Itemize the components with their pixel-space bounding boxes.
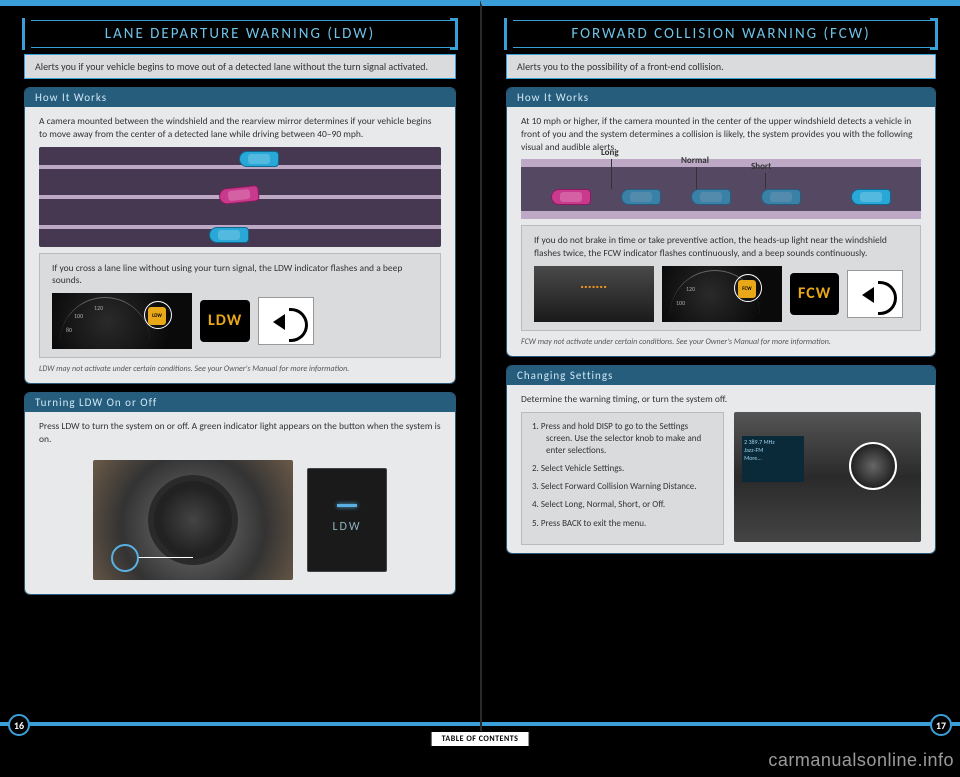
- hud-image: ▪▪▪▪▪▪▪: [534, 266, 654, 322]
- page-right: FORWARD COLLISION WARNING (FCW) Alerts y…: [480, 0, 960, 740]
- radio-screen: 2 389.7 MHz Jazz-FM More...: [742, 436, 804, 482]
- car-icon: [551, 189, 591, 205]
- page-number: 16: [8, 714, 30, 736]
- car-icon: [761, 189, 801, 205]
- ldw-button-label: LDW: [332, 519, 361, 535]
- dashboard-image: 100 120 FCW: [662, 266, 782, 322]
- callout-box: If you do not brake in time or take prev…: [521, 225, 921, 331]
- step-item: 1. Press and hold DISP to go to the Sett…: [532, 421, 713, 457]
- section-header: How It Works: [507, 88, 935, 107]
- section-how-it-works: How It Works A camera mounted between th…: [24, 87, 456, 384]
- title-box-fcw: FORWARD COLLISION WARNING (FCW): [506, 20, 936, 48]
- distance-label-long: Long: [601, 147, 619, 159]
- alert-summary: Alerts you if your vehicle begins to mov…: [24, 54, 456, 79]
- callout-text: If you cross a lane line without using y…: [52, 262, 428, 288]
- steering-wheel-image: [93, 460, 293, 580]
- speaker-icon: [847, 270, 903, 318]
- footnote: FCW may not activate under certain condi…: [521, 337, 921, 348]
- car-icon: [621, 189, 661, 205]
- turn-text: Press LDW to turn the system on or off. …: [39, 420, 441, 446]
- section-body: Press LDW to turn the system on or off. …: [25, 412, 455, 594]
- section-header: How It Works: [25, 88, 455, 107]
- step-item: 3. Select Forward Collision Warning Dist…: [532, 481, 713, 493]
- distance-label-normal: Normal: [681, 155, 709, 167]
- radio-line: Jazz-FM: [744, 446, 802, 454]
- alert-summary: Alerts you to the possibility of a front…: [506, 54, 936, 79]
- how-text: A camera mounted between the windshield …: [39, 115, 441, 141]
- page-number: 17: [930, 714, 952, 736]
- car-icon: [691, 189, 731, 205]
- page-left: LANE DEPARTURE WARNING (LDW) Alerts you …: [0, 0, 480, 740]
- dashboard-image: 80 100 120 LDW: [52, 293, 192, 349]
- speaker-icon: [258, 297, 314, 345]
- hud-flash-icon: ▪▪▪▪▪▪▪: [581, 283, 608, 294]
- car-icon: [851, 189, 891, 205]
- radio-line: More...: [744, 454, 802, 462]
- distance-diagram: Long Normal Short: [521, 159, 921, 219]
- footnote: LDW may not activate under certain condi…: [39, 364, 441, 375]
- radio-image: 2 389.7 MHz Jazz-FM More...: [734, 412, 921, 542]
- watermark: carmanualsonline.info: [768, 750, 954, 771]
- ldw-button-image: LDW: [307, 468, 387, 572]
- distance-label-short: Short: [751, 161, 771, 173]
- highlight-circle-icon: [111, 544, 139, 572]
- highlight-circle-icon: [734, 274, 762, 302]
- section-body: At 10 mph or higher, if the camera mount…: [507, 107, 935, 356]
- section-body: Determine the warning timing, or turn th…: [507, 385, 935, 553]
- section-changing-settings: Changing Settings Determine the warning …: [506, 365, 936, 554]
- page-title: LANE DEPARTURE WARNING (LDW): [25, 21, 455, 47]
- ldw-badge: LDW: [200, 300, 250, 342]
- section-header: Changing Settings: [507, 366, 935, 385]
- fcw-badge: FCW: [790, 273, 839, 315]
- section-turning-on-off: Turning LDW On or Off Press LDW to turn …: [24, 392, 456, 595]
- step-item: 4. Select Long, Normal, Short, or Off.: [532, 499, 713, 511]
- car-icon: [218, 185, 259, 205]
- selector-knob-icon: [849, 442, 897, 490]
- step-item: 5. Press BACK to exit the menu.: [532, 518, 713, 530]
- car-icon: [209, 227, 249, 243]
- car-icon: [239, 151, 279, 167]
- section-how-it-works: How It Works At 10 mph or higher, if the…: [506, 87, 936, 357]
- page-title: FORWARD COLLISION WARNING (FCW): [507, 21, 935, 47]
- steps-box: 1. Press and hold DISP to go to the Sett…: [521, 412, 724, 545]
- title-box-ldw: LANE DEPARTURE WARNING (LDW): [24, 20, 456, 48]
- radio-line: 2 389.7 MHz: [744, 438, 802, 446]
- callout-box: If you cross a lane line without using y…: [39, 253, 441, 359]
- table-of-contents-button[interactable]: TABLE OF CONTENTS: [431, 731, 530, 747]
- lane-diagram: [39, 147, 441, 247]
- section-header: Turning LDW On or Off: [25, 393, 455, 412]
- change-text: Determine the warning timing, or turn th…: [521, 393, 921, 406]
- how-text: At 10 mph or higher, if the camera mount…: [521, 115, 921, 153]
- callout-text: If you do not brake in time or take prev…: [534, 234, 908, 260]
- section-body: A camera mounted between the windshield …: [25, 107, 455, 383]
- highlight-circle-icon: [144, 301, 172, 329]
- step-item: 2. Select Vehicle Settings.: [532, 463, 713, 475]
- led-icon: [337, 504, 357, 507]
